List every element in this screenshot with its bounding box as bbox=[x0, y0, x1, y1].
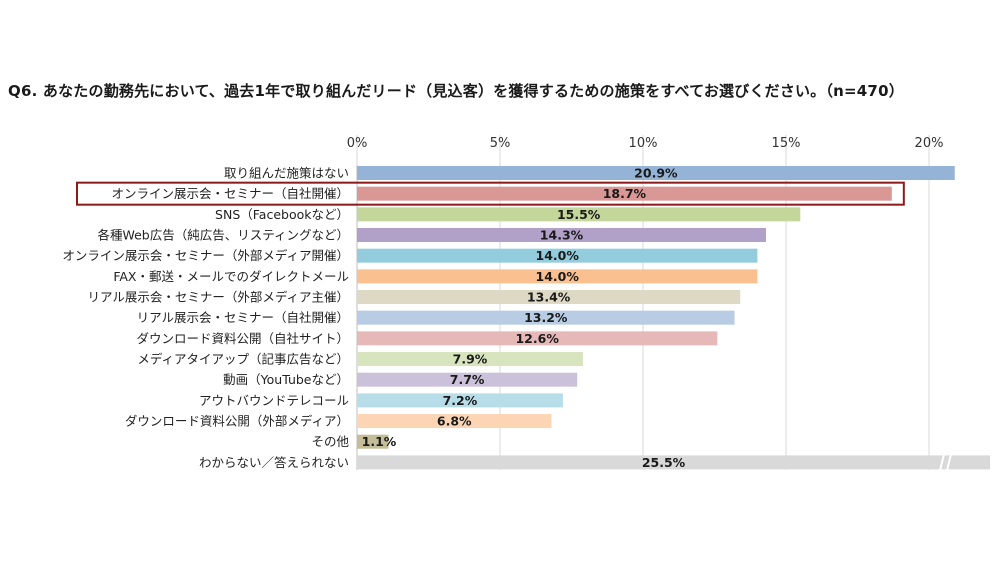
category-label: 取り組んだ施策はない bbox=[224, 166, 349, 181]
x-axis-ticks: 0% 5% 10% 15% 20% bbox=[347, 136, 944, 151]
x-tick-label: 10% bbox=[629, 136, 658, 151]
value-label: 12.6% bbox=[515, 331, 559, 346]
bar bbox=[357, 310, 735, 325]
bars bbox=[357, 166, 990, 471]
category-label: 各種Web広告（純広告、リスティングなど） bbox=[97, 228, 349, 243]
highlight-box bbox=[76, 181, 905, 206]
value-label: 7.2% bbox=[443, 393, 478, 408]
bar bbox=[357, 186, 892, 201]
bar bbox=[357, 290, 741, 305]
category-label: ダウンロード資料公開（自社サイト） bbox=[136, 331, 349, 346]
bar bbox=[357, 393, 563, 408]
category-label: わからない／答えられない bbox=[199, 455, 349, 470]
x-tick-label: 5% bbox=[490, 136, 511, 151]
bar bbox=[357, 166, 955, 180]
value-label: 20.9% bbox=[634, 166, 678, 181]
category-label: 動画（YouTubeなど） bbox=[223, 372, 349, 387]
value-label: 18.7% bbox=[603, 186, 647, 201]
bar bbox=[357, 352, 583, 367]
bar bbox=[357, 269, 758, 284]
category-label: リアル展示会・セミナー（自社開催） bbox=[137, 310, 349, 325]
category-label: リアル展示会・セミナー（外部メディア主催） bbox=[87, 290, 349, 305]
value-label: 15.5% bbox=[557, 207, 601, 222]
value-label: 14.0% bbox=[536, 269, 580, 284]
bar bbox=[357, 434, 389, 449]
category-label: アウトバウンドテレコール bbox=[199, 393, 349, 408]
value-labels: 20.9% 18.7%15.5% 14.3% 14.0% 14.0% 13.4% 13.2%… bbox=[362, 166, 686, 470]
value-label: 14.3% bbox=[540, 228, 584, 243]
x-tick-label: 15% bbox=[772, 136, 801, 151]
value-label: 7.7% bbox=[450, 372, 485, 387]
x-tick-label: 20% bbox=[915, 136, 944, 151]
category-label: SNS（Facebookなど） bbox=[215, 207, 349, 222]
page-title: Q6. あなたの勤務先において、過去1年で取り組んだリード（見込客）を獲得するた… bbox=[8, 82, 904, 100]
value-label: 14.0% bbox=[536, 248, 580, 263]
value-label: 1.1% bbox=[362, 434, 397, 449]
bar bbox=[357, 372, 578, 387]
bar bbox=[357, 455, 990, 470]
category-label: ダウンロード資料公開（外部メディア） bbox=[125, 414, 349, 429]
value-label: 25.5% bbox=[642, 455, 686, 470]
category-label: メディアタイアップ（記事広告など） bbox=[137, 352, 349, 367]
value-label: 13.2% bbox=[524, 310, 568, 325]
category-label: その他 bbox=[311, 434, 349, 449]
x-tick-label: 0% bbox=[347, 136, 368, 151]
bar bbox=[357, 248, 758, 263]
bar bbox=[357, 414, 552, 429]
value-label: 13.4% bbox=[527, 290, 571, 305]
category-label: FAX・郵送・メールでのダイレクトメール bbox=[113, 269, 349, 284]
highlight-layer bbox=[76, 181, 905, 206]
value-label: 6.8% bbox=[437, 414, 472, 429]
axis-break-mark bbox=[939, 454, 952, 471]
bar bbox=[357, 331, 718, 346]
bar bbox=[357, 228, 766, 243]
category-label: オンライン展示会・セミナー（外部メディア開催） bbox=[62, 248, 349, 263]
category-label: オンライン展示会・セミナー（自社開催） bbox=[111, 186, 349, 201]
value-label: 7.9% bbox=[453, 352, 488, 367]
bar bbox=[357, 207, 801, 222]
